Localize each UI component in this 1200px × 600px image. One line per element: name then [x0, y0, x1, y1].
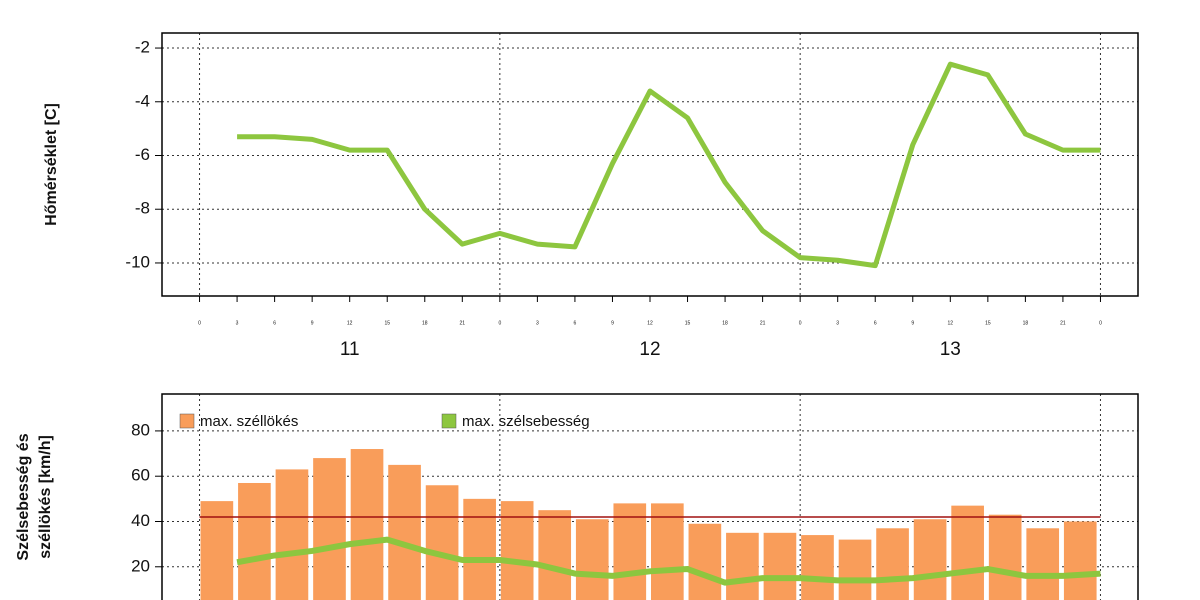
- bar: [688, 523, 722, 600]
- day-label: 13: [940, 339, 961, 360]
- x-tick-label: 21: [460, 320, 466, 326]
- x-tick-label: 18: [722, 320, 728, 326]
- bar: [988, 514, 1022, 600]
- y-tick-label: -10: [125, 252, 150, 271]
- bar: [613, 503, 647, 600]
- day-label: 12: [639, 339, 660, 360]
- x-tick-label: 12: [347, 320, 353, 326]
- y-tick-label: 20: [131, 556, 150, 575]
- plot-frame: [161, 393, 1139, 600]
- bar: [726, 532, 759, 600]
- bar: [876, 528, 909, 600]
- x-tick-label: 3: [236, 320, 239, 326]
- x-tick-label: 21: [760, 320, 766, 326]
- bar: [200, 501, 234, 600]
- bar: [1026, 528, 1060, 600]
- x-tick-label: 6: [574, 320, 577, 326]
- bar: [350, 449, 384, 600]
- x-tick-label: 15: [985, 320, 991, 326]
- x-tick-label: 0: [498, 320, 501, 326]
- x-tick-label: 9: [311, 320, 314, 326]
- y-axis-label: széllökés [km/h]: [37, 435, 54, 559]
- x-tick-label: 0: [1099, 320, 1102, 326]
- legend-label: max. szélsebesség: [462, 413, 590, 430]
- data-line: [237, 61, 1101, 269]
- x-tick-label: 15: [384, 320, 390, 326]
- y-axis-label: Szélsebesség és: [15, 433, 32, 560]
- bar: [651, 503, 684, 600]
- y-tick-label: -4: [135, 91, 150, 110]
- x-tick-label: 12: [948, 320, 954, 326]
- bar: [275, 469, 309, 600]
- bar: [425, 485, 459, 600]
- x-tick-label: 3: [536, 320, 539, 326]
- data-line: [236, 536, 1101, 586]
- bar: [500, 501, 534, 600]
- y-tick-label: -6: [135, 145, 150, 164]
- y-tick-label: 80: [131, 420, 150, 439]
- x-tick-label: 15: [685, 320, 691, 326]
- bar: [913, 519, 947, 600]
- bar: [463, 498, 496, 600]
- y-tick-label: -8: [135, 199, 150, 218]
- bar: [238, 482, 271, 600]
- day-label: 11: [340, 339, 360, 360]
- x-tick-label: 0: [799, 320, 802, 326]
- bar: [388, 464, 421, 600]
- x-tick-label: 18: [422, 320, 428, 326]
- legend-label: max. széllökés: [200, 413, 298, 430]
- y-tick-label: 60: [131, 466, 150, 485]
- y-tick-label: 40: [131, 511, 150, 530]
- bar: [1063, 521, 1097, 600]
- x-tick-label: 21: [1060, 320, 1066, 326]
- bar: [575, 519, 609, 600]
- x-tick-label: 6: [874, 320, 877, 326]
- legend-swatch: [441, 413, 457, 429]
- bar: [838, 539, 872, 600]
- x-tick-label: 6: [273, 320, 276, 326]
- x-tick-label: 12: [647, 320, 653, 326]
- legend-swatch: [179, 413, 195, 429]
- plot-frame: [161, 32, 1139, 297]
- bar: [538, 510, 572, 600]
- x-tick-label: 18: [1023, 320, 1029, 326]
- bar: [763, 532, 797, 600]
- y-axis-label: Hőmérséklet [C]: [43, 103, 60, 226]
- bar: [313, 458, 346, 600]
- y-tick-label: -2: [135, 38, 150, 57]
- x-tick-label: 0: [198, 320, 201, 326]
- bar: [951, 505, 984, 600]
- x-tick-label: 3: [836, 320, 839, 326]
- x-tick-label: 9: [611, 320, 614, 326]
- bar: [801, 535, 834, 600]
- x-tick-label: 9: [911, 320, 914, 326]
